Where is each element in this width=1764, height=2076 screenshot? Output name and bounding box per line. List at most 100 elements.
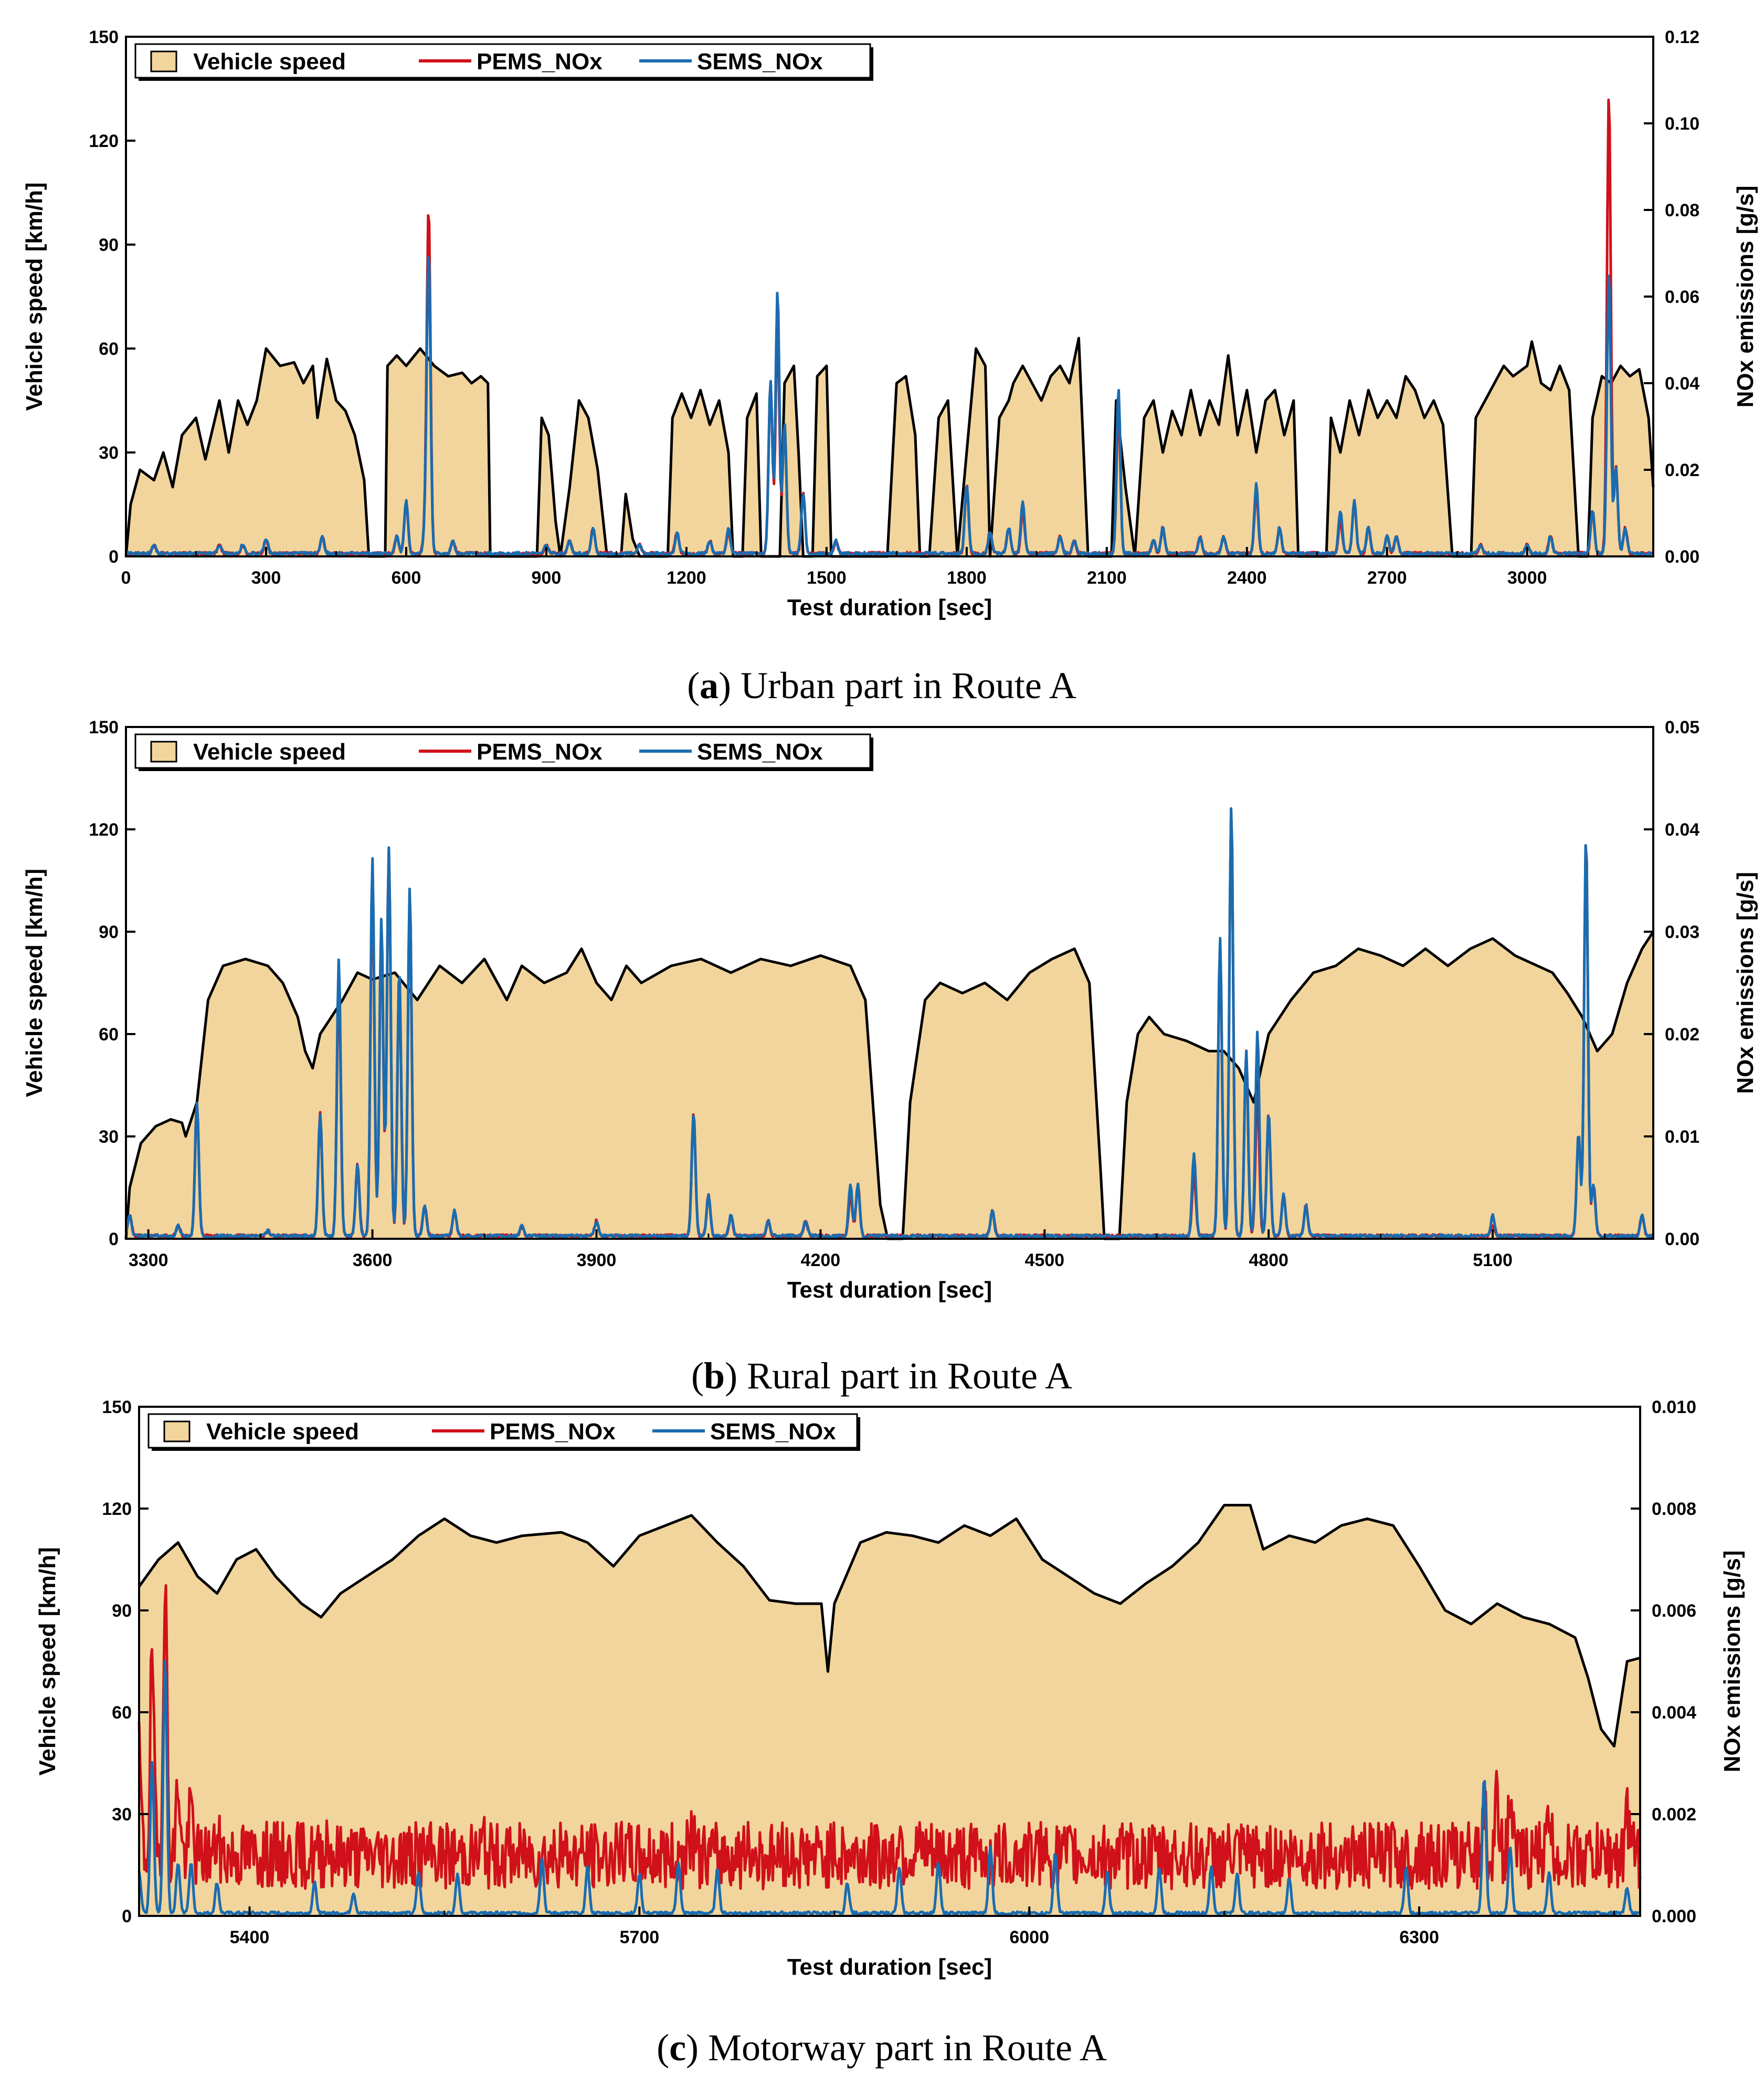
caption-c: (c) Motorway part in Route A [657,2027,1107,2069]
caption-text-b: Rural part in Route A [737,1355,1072,1397]
sems-nox-line [124,807,1654,1239]
speed-area [139,1505,1640,1916]
legend-label-pems: PEMS_NOx [490,1419,616,1445]
caption-text-c: Motorway part in Route A [699,2027,1107,2069]
y2-tick-label: 0.01 [1665,1127,1699,1147]
pems-nox-line [138,1584,1642,1891]
y2-tick-label: 0.006 [1652,1601,1696,1621]
x-tick-label: 5100 [1473,1250,1513,1270]
series-layer-a [124,98,1655,558]
y-axis-label-a: Vehicle speed [km/h] [22,182,47,410]
y-tick-label: 0 [109,1229,119,1249]
caption-letter-c: c [669,2027,686,2069]
y2-tick-label: 0.02 [1665,1025,1699,1045]
y-axis-label-b: Vehicle speed [km/h] [22,869,47,1097]
y2-tick-label: 0.004 [1652,1703,1696,1723]
x-tick-label: 600 [392,568,421,588]
x-tick-label: 4500 [1024,1250,1064,1270]
legend-label-sems: SEMS_NOx [697,49,823,75]
x-tick-label: 300 [251,568,281,588]
plot-frame-c [138,1406,1641,1917]
x-tick-label: 1200 [667,568,706,588]
legend-label-pems: PEMS_NOx [477,739,603,765]
caption-a: (a) Urban part in Route A [687,665,1076,707]
x-tick-label: 3300 [129,1250,168,1270]
y-tick-label: 150 [102,1397,132,1417]
axes-b: 3300 3600 3900 4200 4500 4800 5100 0 30 60 90 120 15… [89,718,1699,1270]
x-tick-label: 3600 [353,1250,393,1270]
y2-axis-label-b: NOx emissions [g/s] [1733,872,1758,1094]
speed-line [124,336,1655,558]
y2-tick-label: 0.002 [1652,1805,1696,1825]
y2-axis-label-c: NOx emissions [g/s] [1719,1550,1745,1772]
y-tick-label: 90 [99,922,119,942]
y2-tick-label: 0.08 [1665,201,1699,220]
y-tick-label: 90 [99,235,119,255]
y-tick-label: 150 [89,27,119,47]
x-tick-label: 1500 [807,568,847,588]
legend-label-speed: Vehicle speed [193,739,346,765]
caption-letter-b: b [704,1355,725,1397]
legend-label-sems: SEMS_NOx [697,739,823,765]
y-tick-label: 150 [89,718,119,737]
y-tick-label: 0 [122,1906,132,1926]
y-tick-label: 30 [112,1805,132,1825]
legend-swatch-speed [150,741,177,763]
y-tick-label: 60 [99,1025,119,1045]
x-tick-label: 3900 [577,1250,617,1270]
y2-tick-label: 0.04 [1665,820,1699,840]
panel-b: 3300 3600 3900 4200 4500 4800 5100 0 30 60 90 120 15… [22,718,1758,1397]
legend-c: Vehicle speed PEMS_NOx SEMS_NOx [147,1413,860,1451]
x-tick-label: 2100 [1087,568,1127,588]
x-tick-label: 0 [121,568,131,588]
x-tick-label: 1800 [947,568,987,588]
y-tick-label: 60 [112,1703,132,1723]
y2-tick-label: 0.06 [1665,287,1699,307]
sems-nox-line [125,256,1653,557]
legend-label-pems: PEMS_NOx [477,49,603,75]
legend-label-sems: SEMS_NOx [710,1419,836,1445]
x-axis-label-c: Test duration [sec] [787,1954,992,1980]
x-tick-label: 2700 [1367,568,1407,588]
y-tick-label: 90 [112,1601,132,1621]
x-tick-label: 6300 [1399,1927,1439,1947]
y2-axis-label-a: NOx emissions [g/s] [1733,185,1758,407]
y2-tick-label: 0.02 [1665,460,1699,480]
y-tick-label: 30 [99,1127,119,1147]
speed-area [126,338,1653,556]
y-tick-label: 120 [102,1499,132,1519]
x-tick-label: 4800 [1249,1250,1288,1270]
y2-tick-label: 0.10 [1665,114,1699,134]
panel-c: 5400 5700 6000 6300 0 30 60 90 120 150 0.000 0.002 0… [35,1397,1745,2069]
x-tick-label: 3000 [1507,568,1547,588]
y2-tick-label: 0.12 [1665,27,1699,47]
x-tick-label: 5700 [620,1927,660,1947]
y2-tick-label: 0.04 [1665,374,1699,394]
sems-nox-line [138,1660,1641,1916]
y-tick-label: 0 [109,547,119,567]
caption-b: (b) Rural part in Route A [691,1355,1072,1397]
x-tick-label: 6000 [1009,1927,1049,1947]
series-layer-c [138,1504,1642,1916]
legend-swatch-speed [163,1420,191,1442]
speed-line [138,1504,1641,1748]
y2-tick-label: 0.05 [1665,718,1699,737]
caption-letter-a: a [700,665,719,707]
y-tick-label: 120 [89,820,119,840]
panel-a: 0 300 600 900 1200 1500 1800 2100 2400 2700 3000 0 3… [22,27,1758,707]
plot-frame-b [125,726,1654,1240]
x-tick-label: 5400 [230,1927,270,1947]
legend-label-speed: Vehicle speed [206,1419,359,1445]
y-axis-label-c: Vehicle speed [km/h] [35,1547,60,1775]
legend-label-speed: Vehicle speed [193,49,346,75]
y-tick-label: 120 [89,131,119,151]
legend-b: Vehicle speed PEMS_NOx SEMS_NOx [134,733,873,771]
x-tick-label: 900 [532,568,562,588]
caption-text-a: Urban part in Route A [731,665,1076,707]
y-tick-label: 60 [99,339,119,359]
legend-a: Vehicle speed PEMS_NOx SEMS_NOx [134,43,873,81]
x-axis-label-a: Test duration [sec] [787,595,992,620]
y2-tick-label: 0.010 [1652,1397,1696,1417]
legend-swatch-speed [150,50,177,72]
